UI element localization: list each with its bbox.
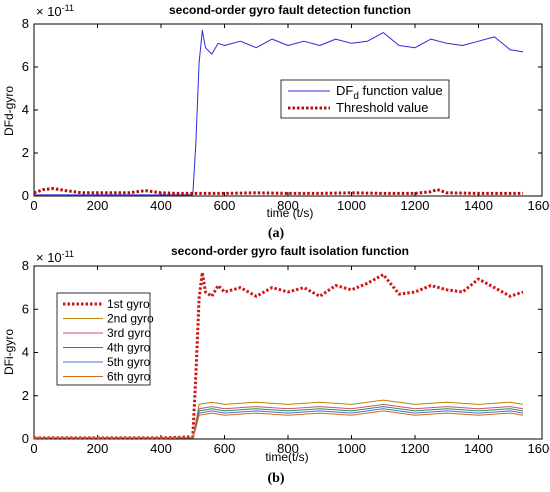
panel-a-ytick-label: 8: [22, 16, 29, 31]
panel-b-series-line-5: [34, 410, 524, 439]
panel-a-series: [33, 29, 524, 196]
panel-b-ylabel: DFi-gyro: [2, 329, 16, 375]
panel-b-series: [34, 271, 524, 440]
panel-a-legend-box: [280, 79, 450, 119]
panel-b-exponent: × 10-11: [36, 249, 74, 265]
legend-label-df-sub: d: [353, 91, 359, 102]
panel-a-ytick-label: 6: [22, 59, 29, 74]
panel-b-xtick-label: 600: [214, 441, 236, 456]
panel-b-legend-box: [56, 292, 151, 386]
panel-b-ytick-label: 0: [22, 431, 29, 446]
panel-a-ytick-label: 0: [22, 188, 29, 203]
panel-a-xtick-label: 1000: [337, 198, 366, 213]
legend-label-df: DFd function value: [336, 83, 443, 102]
panel-b-exponent-base: × 10: [36, 250, 62, 265]
panel-a-ytick-label: 2: [22, 145, 29, 160]
panel-a-xtick-label: 200: [87, 198, 109, 213]
panel-b-series-line-0: [34, 271, 524, 440]
panel-a-xtick-label: 1200: [401, 198, 430, 213]
panel-b-xtick-label: 0: [30, 441, 37, 456]
panel-a-ylabel: DFd-gyro: [2, 86, 16, 136]
panel-b-xtick-label: 1000: [337, 441, 366, 456]
panel-b: second-order gyro fault isolation functi…: [2, 244, 550, 486]
panel-a-xtick-label: 800: [277, 198, 299, 213]
panel-a-legend: DFd function value Threshold value: [280, 79, 450, 119]
panel-b-title: second-order gyro fault isolation functi…: [171, 244, 409, 258]
panel-b-ytick-label: 6: [22, 301, 29, 316]
panel-a-caption: (a): [268, 226, 285, 241]
panel-b-ytick-label: 8: [22, 258, 29, 273]
panel-b-ytick-label: 2: [22, 388, 29, 403]
legend-label-threshold: Threshold value: [336, 100, 429, 115]
panel-b-exponent-power: -11: [62, 249, 74, 259]
panel-a-exponent-base: × 10: [36, 4, 62, 19]
panel-a-xtick-label: 600: [214, 198, 236, 213]
panel-a-exponent: × 10-11: [36, 3, 74, 19]
panel-b-xtick-label: 1200: [401, 441, 430, 456]
legend-label-gyro-3: 3rd gyro: [107, 326, 151, 340]
panel-a-xtick-label: 400: [150, 198, 172, 213]
panel-a-xtick-label: 0: [30, 198, 37, 213]
legend-label-gyro-2: 2nd gyro: [107, 312, 154, 326]
legend-label-df-main: DF: [336, 83, 353, 98]
panel-a-exponent-power: -11: [62, 3, 74, 13]
panel-b-xtick-label: 800: [277, 441, 299, 456]
panel-b-xtick-label: 1400: [464, 441, 493, 456]
panel-a-title: second-order gyro fault detection functi…: [169, 3, 411, 17]
legend-label-gyro-4: 4th gyro: [107, 341, 151, 355]
panel-a-xlabel: time (t/s): [267, 206, 314, 220]
legend-label-gyro-1: 1st gyro: [107, 297, 150, 311]
panel-b-xtick-label: 200: [87, 441, 109, 456]
panel-b-xtick-label: 400: [150, 441, 172, 456]
panel-b-caption: (b): [267, 471, 284, 486]
panel-b-xlabel: time(t/s): [265, 450, 308, 464]
panel-a-series-line-1: [33, 187, 523, 195]
legend-label-gyro-5: 5th gyro: [107, 355, 151, 369]
panel-a-ytick-label: 4: [22, 102, 29, 117]
legend-label-gyro-6: 6th gyro: [107, 370, 151, 384]
legend-label-df-rest: function value: [359, 83, 443, 98]
panel-a-series-line-0: [34, 29, 524, 196]
panel-a-xtick-label: 1400: [464, 198, 493, 213]
panel-a: second-order gyro fault detection functi…: [2, 3, 550, 241]
panel-b-ytick-label: 4: [22, 345, 29, 360]
